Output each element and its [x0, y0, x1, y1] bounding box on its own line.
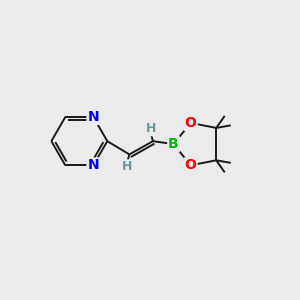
Text: H: H — [122, 160, 132, 173]
Text: H: H — [146, 122, 156, 135]
Text: O: O — [185, 116, 197, 130]
Text: B: B — [168, 137, 179, 151]
Text: N: N — [88, 158, 99, 172]
Text: N: N — [88, 110, 99, 124]
Text: O: O — [185, 158, 197, 172]
